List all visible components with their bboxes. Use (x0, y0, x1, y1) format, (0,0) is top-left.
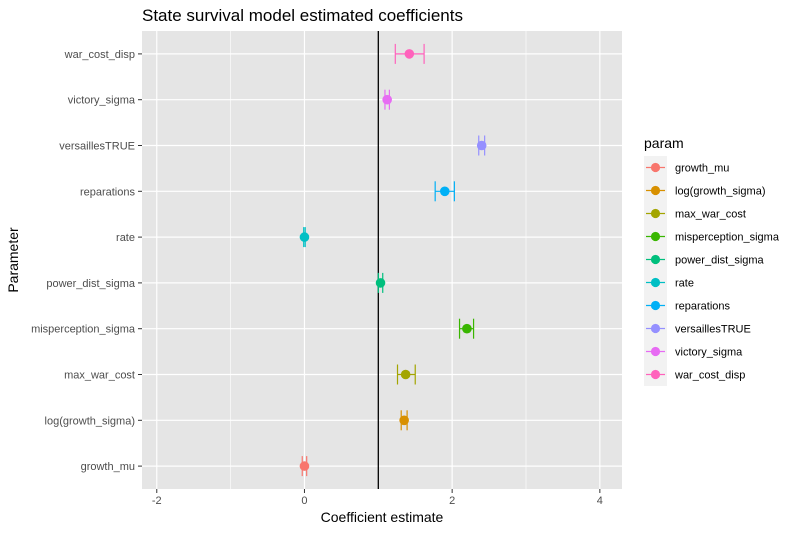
legend-label-5: rate (675, 278, 694, 290)
legend-item-1: log(growth_sigma) (644, 179, 765, 202)
legend-item-6: reparations (644, 294, 731, 317)
point-9 (404, 49, 415, 59)
plot-panel (142, 31, 622, 489)
y-axis-title: Parameter (5, 227, 21, 293)
y-tick-label-8: victory_sigma (68, 95, 136, 107)
legend: growth_mu log(growth_sigma) max_war_costmi… (644, 156, 780, 386)
legend-label-9: war_cost_disp (674, 370, 745, 382)
x-tick-label-1: 0 (301, 495, 307, 507)
y-tick-label-0: growth_mu (81, 461, 135, 473)
legend-label-8: victory_sigma (675, 347, 743, 359)
point-2 (400, 369, 411, 380)
legend-label-4: power_dist_sigma (675, 255, 765, 267)
point-0 (299, 461, 310, 471)
y-tick-label-3: misperception_sigma (31, 324, 136, 336)
point-7 (476, 140, 487, 151)
legend-label-1: log(growth_sigma) (675, 186, 765, 198)
x-tick-label-3: 4 (597, 495, 603, 507)
data-points (299, 49, 487, 471)
point-5 (299, 232, 310, 242)
point-6 (439, 186, 450, 197)
y-tick-label-6: reparations (80, 186, 136, 198)
legend-item-3: misperception_sigma (644, 225, 780, 248)
y-tick-label-9: war_cost_disp (64, 49, 135, 61)
legend-item-2: max_war_cost (644, 202, 746, 225)
chart-title: State survival model estimated coefficie… (142, 6, 463, 25)
legend-item-5: rate (644, 271, 694, 294)
x-tick-label-0: -2 (152, 495, 162, 507)
legend-item-4: power_dist_sigma (644, 248, 765, 271)
y-tick-label-4: power_dist_sigma (46, 278, 136, 290)
legend-label-0: growth_mu (675, 163, 729, 175)
legend-label-3: misperception_sigma (675, 232, 780, 244)
legend-item-8: victory_sigma (644, 340, 743, 363)
x-axis-ticks: -2 0 2 4 (152, 489, 603, 507)
legend-label-7: versaillesTRUE (675, 324, 751, 336)
legend-title: param (644, 135, 684, 151)
legend-label-6: reparations (675, 301, 731, 313)
x-axis-title: Coefficient estimate (321, 509, 444, 525)
x-tick-label-2: 2 (449, 495, 455, 507)
legend-item-7: versaillesTRUE (644, 317, 751, 340)
grid-lines (142, 31, 622, 489)
legend-item-0: growth_mu (644, 156, 729, 179)
y-axis-ticks: growth_mu log(growth_sigma) max_war_cost mi… (31, 49, 142, 473)
y-tick-label-7: versaillesTRUE (59, 141, 135, 153)
y-tick-label-2: max_war_cost (64, 370, 135, 382)
point-4 (375, 278, 386, 288)
point-1 (399, 415, 409, 426)
y-tick-label-5: rate (116, 232, 135, 244)
point-8 (382, 94, 392, 105)
legend-label-2: max_war_cost (675, 209, 746, 221)
legend-item-9: war_cost_disp (644, 363, 745, 386)
point-3 (462, 323, 472, 334)
y-tick-label-1: log(growth_sigma) (45, 415, 135, 427)
